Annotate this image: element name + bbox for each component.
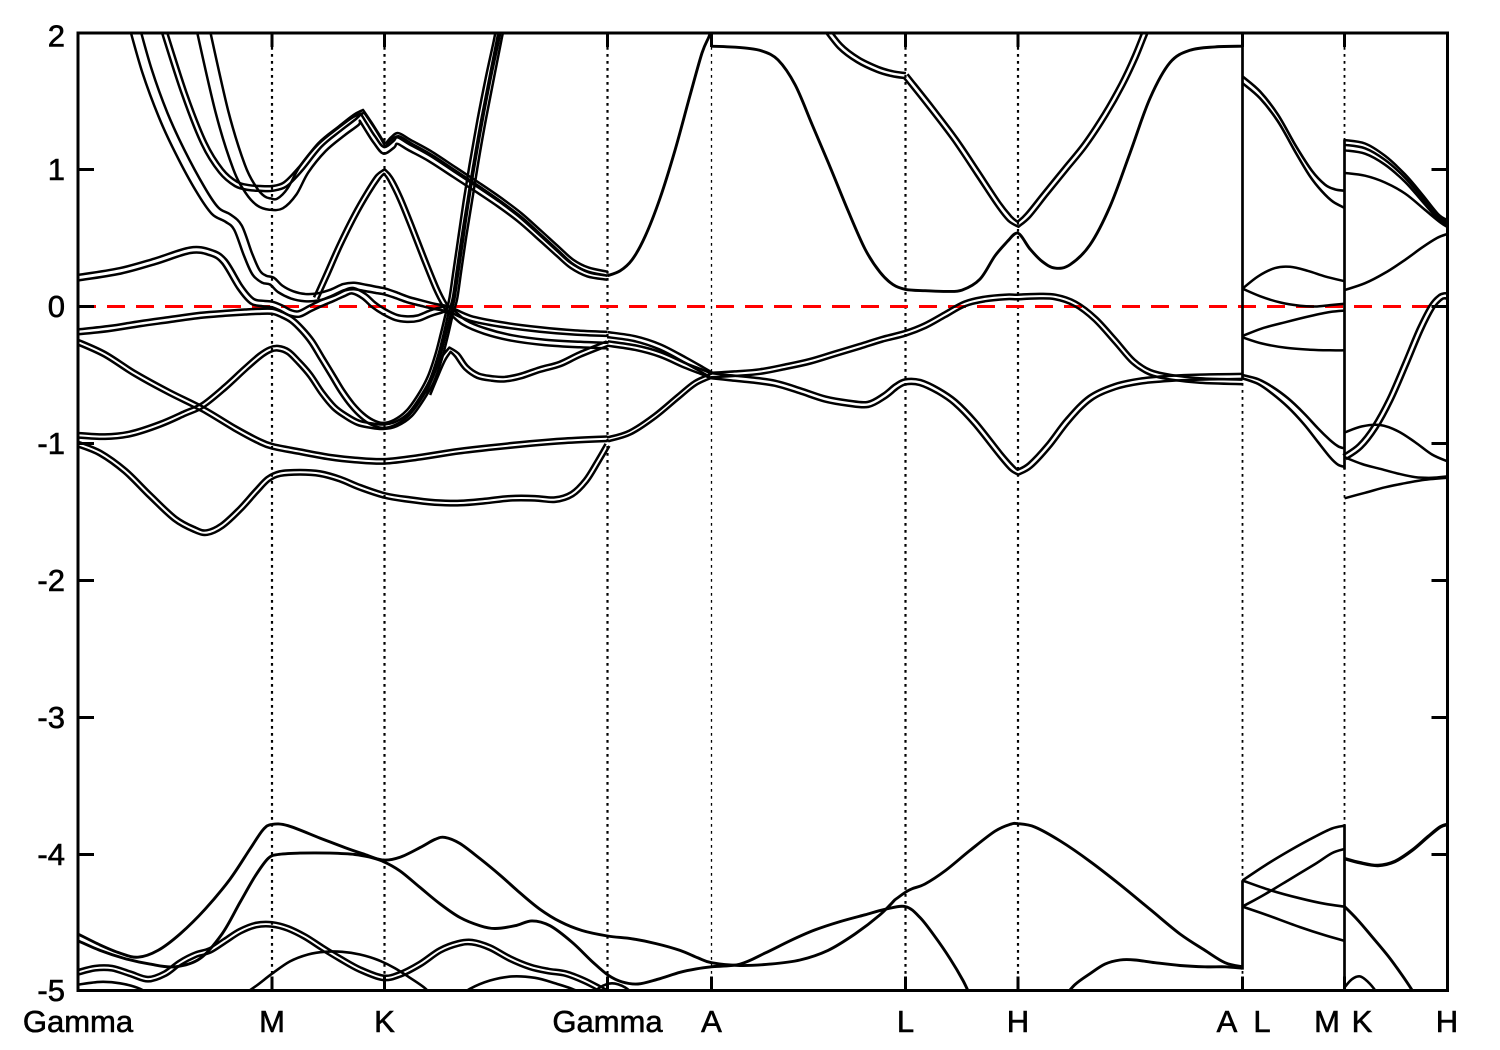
svg-text:Gamma: Gamma (552, 1004, 663, 1039)
svg-text:K: K (374, 1004, 395, 1039)
svg-text:2: 2 (48, 19, 65, 54)
svg-text:L: L (1253, 1004, 1270, 1039)
svg-text:-2: -2 (37, 563, 65, 598)
svg-text:1: 1 (48, 152, 65, 187)
svg-text:0: 0 (48, 289, 65, 324)
svg-text:-5: -5 (37, 973, 65, 1008)
svg-text:-1: -1 (37, 426, 65, 461)
svg-text:-3: -3 (37, 700, 65, 735)
svg-text:Gamma: Gamma (23, 1004, 134, 1039)
svg-text:M: M (259, 1004, 285, 1039)
svg-text:A: A (1217, 1004, 1238, 1039)
svg-text:L: L (897, 1004, 914, 1039)
svg-text:H: H (1007, 1004, 1029, 1039)
svg-text:H: H (1436, 1004, 1458, 1039)
svg-text:-4: -4 (37, 837, 65, 872)
svg-text:K: K (1352, 1004, 1373, 1039)
svg-text:M: M (1314, 1004, 1340, 1039)
svg-text:A: A (701, 1004, 722, 1039)
